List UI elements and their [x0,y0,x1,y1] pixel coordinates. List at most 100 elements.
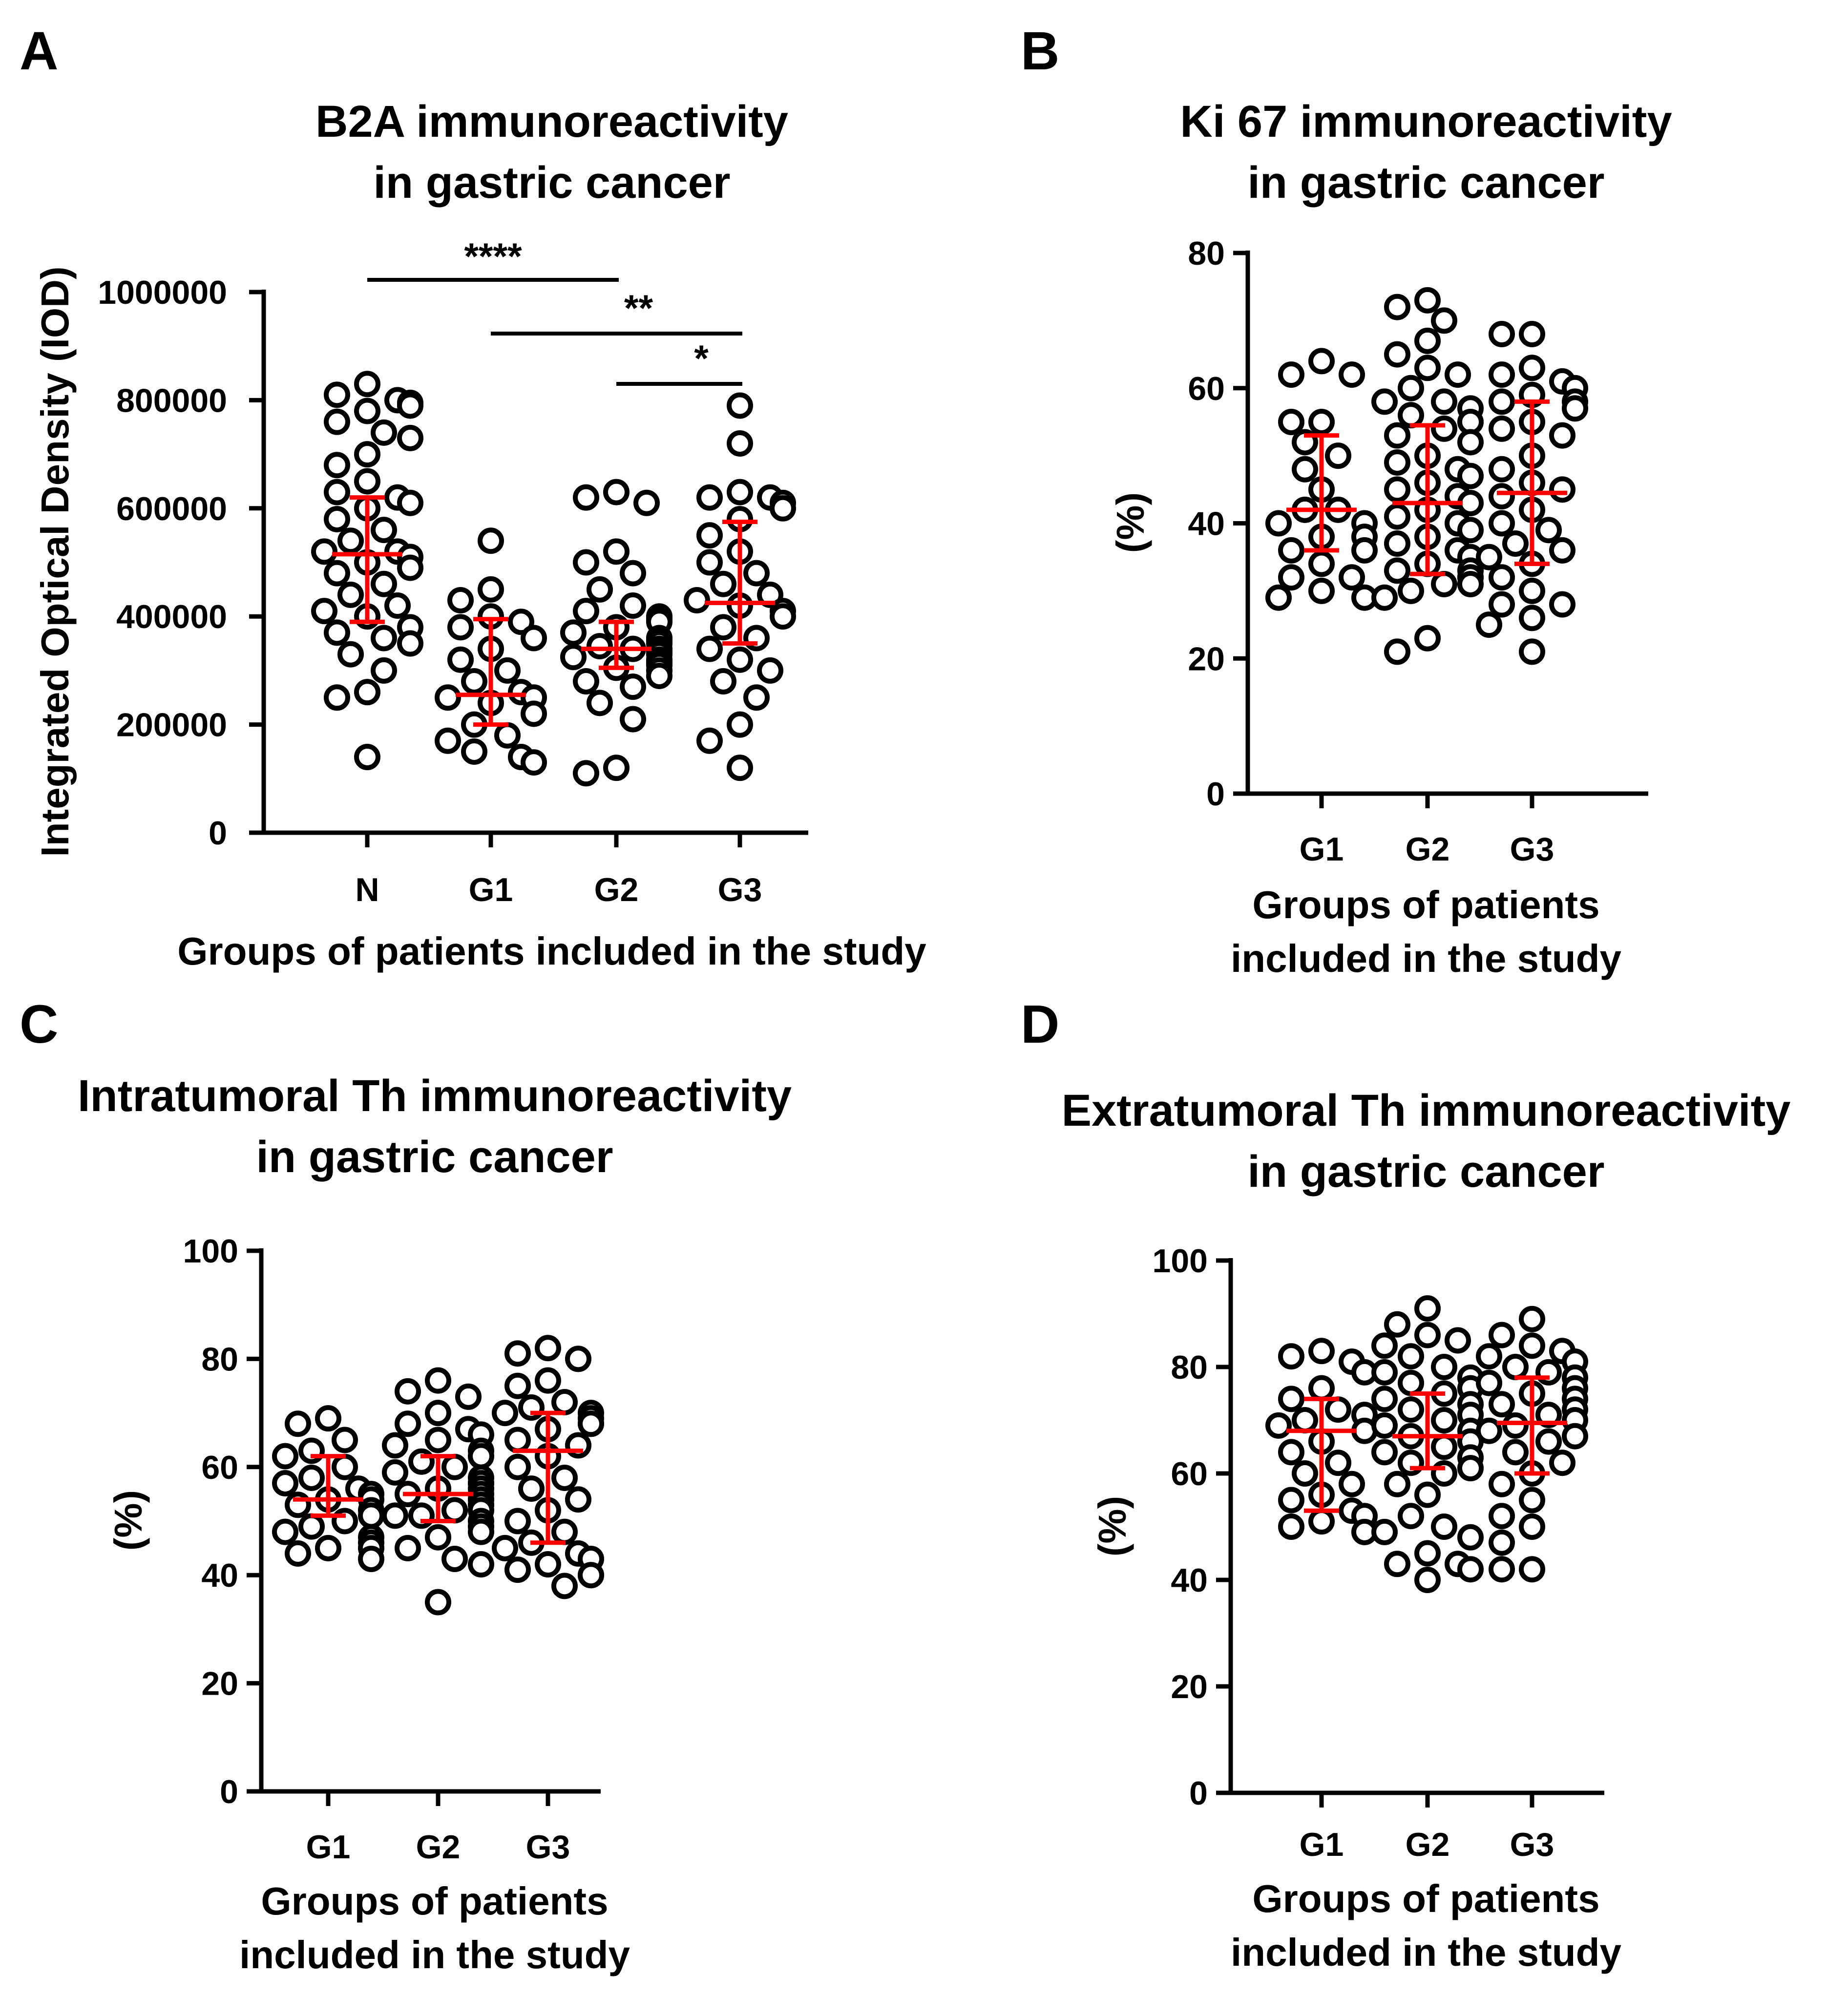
data-point [1339,1471,1365,1497]
data-point [1278,361,1304,388]
data-point [1414,355,1441,381]
data-point [1457,1524,1484,1551]
data-point [354,398,380,424]
x-axis-label-line: included in the study [1231,937,1622,980]
data-point [1414,1540,1441,1567]
data-point [468,1443,494,1470]
data-point [1457,462,1484,489]
panel-letter: C [20,994,58,1054]
data-point [770,603,796,630]
data-point [1371,1332,1398,1359]
data-point [551,1388,578,1415]
data-point [441,1497,468,1524]
data-point [551,1464,578,1491]
data-point [358,1545,384,1572]
x-axis-label-line: included in the study [1231,1931,1622,1974]
data-point [743,684,770,711]
data-point [1519,321,1545,348]
data-point [1308,348,1335,375]
data-point [1398,577,1424,604]
y-tick-label: 60 [1171,1455,1208,1492]
data-point [1519,605,1545,631]
data-point [1489,321,1515,348]
data-point [354,371,380,398]
data-point [324,619,350,646]
data-point [1476,1417,1502,1444]
data-point [397,424,423,451]
data-point [358,1502,384,1529]
data-point [1414,1567,1441,1593]
data-point [620,673,646,700]
data-point [1489,1471,1515,1497]
data-point [1431,307,1457,334]
data-point [1414,1481,1441,1508]
chart-title-line: in gastric cancer [373,158,730,208]
data-point [1502,530,1529,557]
data-point [727,646,753,673]
data-point [578,1562,604,1589]
data-point [504,1340,531,1367]
data-point [696,522,723,549]
data-point [560,644,587,671]
data-point [551,1573,578,1599]
data-point [1519,577,1545,604]
y-tick-label: 40 [201,1557,238,1594]
data-point [1398,1503,1424,1530]
data-point [1325,1450,1351,1476]
data-point [397,630,423,657]
y-tick-label: 80 [1188,235,1225,272]
data-point [1489,415,1515,442]
data-point [478,576,504,603]
data-point [578,1410,604,1437]
significance-label: ** [624,288,653,329]
y-tick-label: 60 [1188,370,1225,407]
data-point [1278,1439,1304,1466]
data-point [1398,1343,1424,1370]
y-tick-label: 40 [1188,505,1225,543]
data-point [324,479,350,505]
data-point [1371,1359,1398,1386]
data-point [573,484,599,511]
y-tick-label: 1000000 [98,274,227,311]
data-point [587,633,613,660]
data-point [1278,1343,1304,1370]
data-point [620,560,646,587]
data-point [395,1378,421,1405]
data-point [1445,1327,1471,1354]
data-point [551,1518,578,1545]
data-point [337,527,364,554]
x-tick-label: G1 [306,1829,351,1866]
data-point [272,1443,298,1470]
data-point [757,657,783,684]
y-tick-label: 20 [1188,640,1225,677]
data-point [1457,571,1484,598]
data-point [447,587,474,613]
data-point [1549,591,1575,618]
data-point [1414,1322,1441,1348]
x-tick-label: G1 [1300,831,1344,868]
data-point [354,744,380,771]
data-point [425,1367,451,1394]
data-point [1278,564,1304,591]
data-point [272,1518,298,1545]
y-axis-label: (%) [1091,1496,1134,1556]
y-tick-label: 80 [201,1341,238,1378]
chart-title-line: in gastric cancer [1247,158,1604,208]
data-point [298,1513,325,1540]
significance-label: * [694,338,709,379]
data-point [603,538,630,565]
data-point [521,700,547,727]
data-point [696,484,723,511]
data-point [447,614,474,641]
data-point [1431,1354,1457,1380]
data-point [298,1464,325,1491]
y-tick-label: 100 [183,1233,238,1270]
y-tick-label: 800000 [116,382,227,419]
data-point [1431,388,1457,415]
data-point [1384,503,1410,530]
y-tick-label: 40 [1171,1562,1208,1599]
data-point [315,1405,341,1432]
data-point [504,1453,531,1480]
data-point [435,727,461,754]
